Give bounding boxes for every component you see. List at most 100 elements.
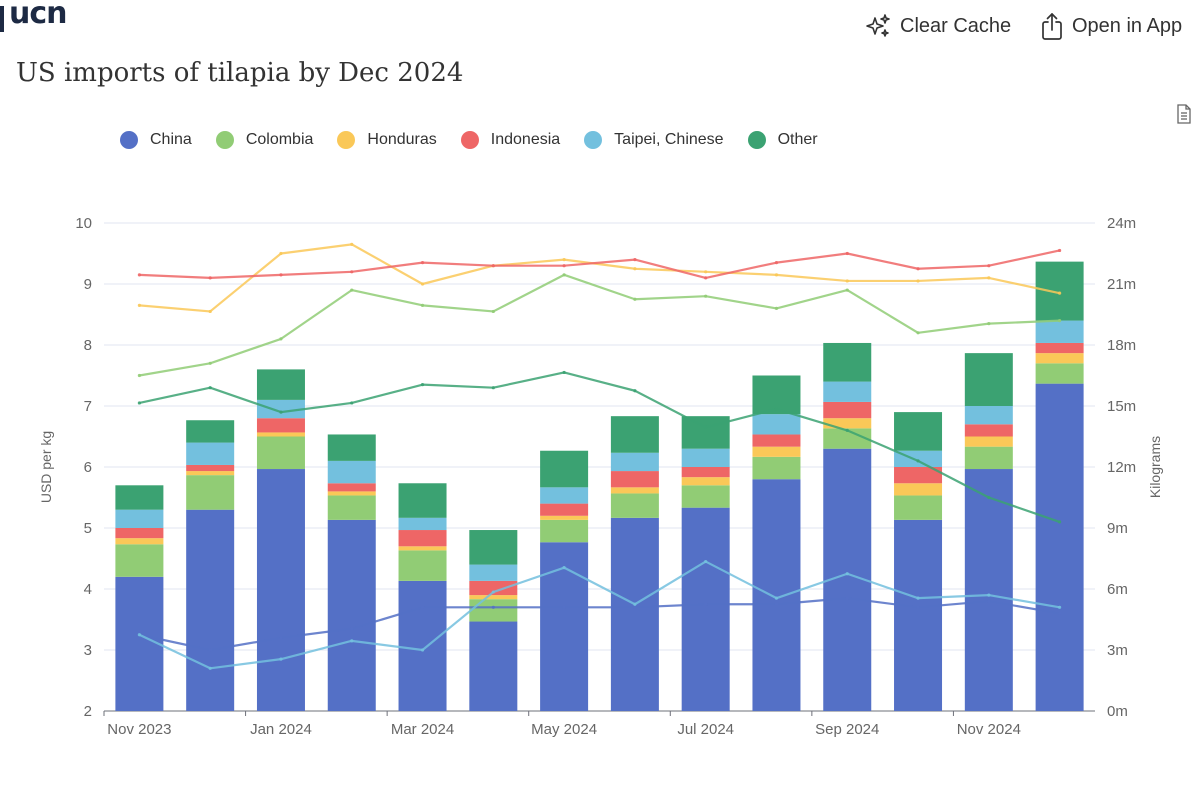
bar-honduras-oct-2024 <box>894 483 943 496</box>
point-indonesia-dec-2024 <box>1058 248 1062 253</box>
bar-colombia-jan-2024 <box>256 436 305 470</box>
point-indonesia-dec-2023 <box>208 276 212 280</box>
x-tick-label: Jul 2024 <box>677 721 734 738</box>
y-left-tick-label: 3 <box>84 642 92 659</box>
bar-other-nov-2023 <box>115 485 164 510</box>
bar-indonesia-dec-2024 <box>1035 342 1084 354</box>
y-left-tick-label: 7 <box>84 398 92 415</box>
bar-indonesia-may-2024 <box>540 503 589 516</box>
y-right-axis-title: Kilograms <box>1147 436 1163 498</box>
bar-honduras-feb-2024 <box>327 491 376 496</box>
bar-indonesia-jan-2024 <box>256 418 305 433</box>
legend-item-other[interactable]: Other <box>747 131 818 149</box>
bar-other-mar-2024 <box>398 483 447 518</box>
point-colombia-feb-2024 <box>350 288 354 292</box>
y-right-tick-label: 9m <box>1107 520 1128 537</box>
bar-colombia-jun-2024 <box>610 493 659 518</box>
bar-indonesia-sep-2024 <box>823 401 872 419</box>
bar-taipei-chinese-nov-2024 <box>964 406 1013 425</box>
y-left-tick-label: 6 <box>84 459 92 476</box>
point-colombia-oct-2024 <box>916 331 920 335</box>
point-taipei-chinese-may-2024 <box>562 566 566 570</box>
line-indonesia <box>139 249 1060 279</box>
x-tick-label: Sep 2024 <box>815 721 879 738</box>
point-other-sep-2024 <box>845 428 849 432</box>
legend-label: Indonesia <box>490 131 561 148</box>
point-honduras-may-2024 <box>562 258 566 262</box>
point-taipei-chinese-jan-2024 <box>279 657 283 661</box>
bar-indonesia-apr-2024 <box>469 580 518 596</box>
bar-honduras-may-2024 <box>540 515 589 520</box>
point-china-feb-2024 <box>350 627 354 631</box>
y-right-tick-label: 18m <box>1107 337 1136 354</box>
point-honduras-jul-2024 <box>704 270 708 274</box>
clear-cache-button[interactable]: Clear Cache <box>864 10 1011 42</box>
bar-china-jul-2024 <box>681 507 730 711</box>
bar-taipei-chinese-apr-2024 <box>469 564 518 581</box>
document-icon[interactable] <box>1176 104 1192 128</box>
point-honduras-feb-2024 <box>350 242 354 246</box>
point-other-apr-2024 <box>491 386 495 390</box>
legend-marker <box>460 131 479 149</box>
legend-label: Honduras <box>367 131 437 148</box>
point-honduras-oct-2024 <box>916 279 920 283</box>
bar-other-sep-2024 <box>823 342 872 382</box>
point-china-sep-2024 <box>845 596 849 600</box>
point-china-jan-2024 <box>279 636 283 640</box>
point-indonesia-nov-2023 <box>137 273 141 277</box>
legend-marker <box>747 131 766 149</box>
y-right-tick-label: 12m <box>1107 459 1136 476</box>
point-colombia-dec-2024 <box>1058 319 1062 323</box>
point-indonesia-oct-2024 <box>916 267 920 271</box>
clear-cache-label: Clear Cache <box>900 14 1012 37</box>
point-taipei-chinese-sep-2024 <box>845 572 849 576</box>
chart-legend: China Colombia Honduras Indonesia Taipei, Ch… <box>120 131 842 149</box>
bar-honduras-jun-2024 <box>610 487 659 494</box>
y-right-tick-label: 3m <box>1107 642 1128 659</box>
brand-logo[interactable]: ucn <box>9 0 67 31</box>
bar-indonesia-dec-2023 <box>186 464 235 472</box>
bar-taipei-chinese-jun-2024 <box>610 452 659 472</box>
y-left-tick-label: 2 <box>84 703 92 720</box>
point-other-aug-2024 <box>774 407 779 411</box>
point-other-jan-2024 <box>279 410 283 414</box>
bar-taipei-chinese-feb-2024 <box>327 460 376 484</box>
point-other-nov-2023 <box>137 401 141 405</box>
point-china-may-2024 <box>562 605 566 609</box>
legend-item-indonesia[interactable]: Indonesia <box>460 131 561 149</box>
bar-colombia-mar-2024 <box>398 550 447 581</box>
x-tick-label: Mar 2024 <box>391 721 454 738</box>
point-honduras-nov-2024 <box>987 276 991 280</box>
point-china-jul-2024 <box>704 602 708 606</box>
open-in-app-button[interactable]: Open in App <box>1040 10 1182 42</box>
point-honduras-jan-2024 <box>279 251 283 256</box>
bar-indonesia-mar-2024 <box>398 530 447 547</box>
bar-other-dec-2024 <box>1035 261 1084 321</box>
point-other-nov-2024 <box>987 495 991 500</box>
point-indonesia-may-2024 <box>562 264 566 268</box>
y-left-tick-label: 9 <box>84 276 92 293</box>
chart-title: US imports of tilapia by Dec 2024 <box>16 58 464 88</box>
bar-other-apr-2024 <box>469 530 518 565</box>
bar-other-nov-2024 <box>964 353 1013 406</box>
bar-taipei-chinese-dec-2024 <box>1035 320 1084 343</box>
bar-taipei-chinese-dec-2023 <box>186 442 235 465</box>
line-china <box>139 597 1060 652</box>
brand-accent-bar <box>0 6 4 32</box>
point-taipei-chinese-nov-2023 <box>137 633 141 637</box>
bar-china-nov-2023 <box>115 576 164 711</box>
legend-item-taipei-chinese[interactable]: Taipei, Chinese <box>584 131 724 149</box>
bar-colombia-dec-2024 <box>1035 363 1084 384</box>
point-honduras-sep-2024 <box>845 279 849 283</box>
point-honduras-dec-2024 <box>1058 291 1062 295</box>
bar-china-nov-2024 <box>964 469 1013 711</box>
bar-indonesia-jul-2024 <box>681 467 730 478</box>
legend-item-colombia[interactable]: Colombia <box>215 131 313 149</box>
bar-taipei-chinese-may-2024 <box>540 487 589 504</box>
y-left-tick-label: 10 <box>75 215 92 232</box>
legend-item-honduras[interactable]: Honduras <box>337 131 437 149</box>
legend-item-china[interactable]: China <box>120 131 192 149</box>
y-left-tick-label: 4 <box>84 581 92 598</box>
point-other-may-2024 <box>562 370 566 375</box>
